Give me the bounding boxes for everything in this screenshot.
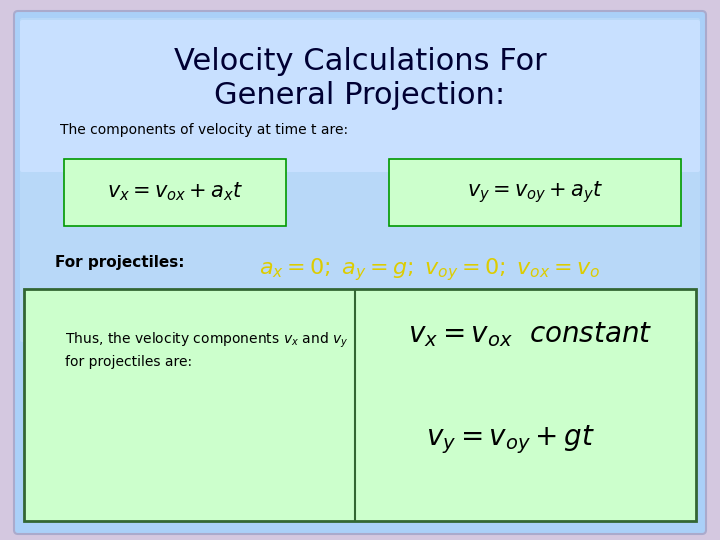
FancyBboxPatch shape	[64, 159, 286, 226]
FancyBboxPatch shape	[14, 11, 706, 534]
Text: $v_y = v_{oy} + a_y t$: $v_y = v_{oy} + a_y t$	[467, 179, 603, 205]
Text: for projectiles are:: for projectiles are:	[65, 355, 192, 369]
Text: $v_x = v_{ox} + a_x t$: $v_x = v_{ox} + a_x t$	[107, 181, 243, 203]
Text: $v_x = v_{ox}$  constant: $v_x = v_{ox}$ constant	[408, 321, 652, 349]
FancyBboxPatch shape	[20, 20, 700, 172]
Text: The components of velocity at time t are:: The components of velocity at time t are…	[60, 123, 348, 137]
Text: General Projection:: General Projection:	[215, 82, 505, 111]
Text: $v_y = v_{oy} + gt$: $v_y = v_{oy} + gt$	[426, 424, 595, 456]
Text: Thus, the velocity components $v_x$ and $v_y$: Thus, the velocity components $v_x$ and …	[65, 330, 348, 350]
FancyBboxPatch shape	[24, 289, 696, 521]
FancyBboxPatch shape	[389, 159, 681, 226]
FancyBboxPatch shape	[20, 18, 700, 342]
Text: For projectiles:: For projectiles:	[55, 254, 184, 269]
Text: Velocity Calculations For: Velocity Calculations For	[174, 48, 546, 77]
Text: $a_x = 0;\; a_y = g;\; v_{oy} = 0;\; v_{ox} = v_o$: $a_x = 0;\; a_y = g;\; v_{oy} = 0;\; v_{…	[259, 256, 600, 284]
